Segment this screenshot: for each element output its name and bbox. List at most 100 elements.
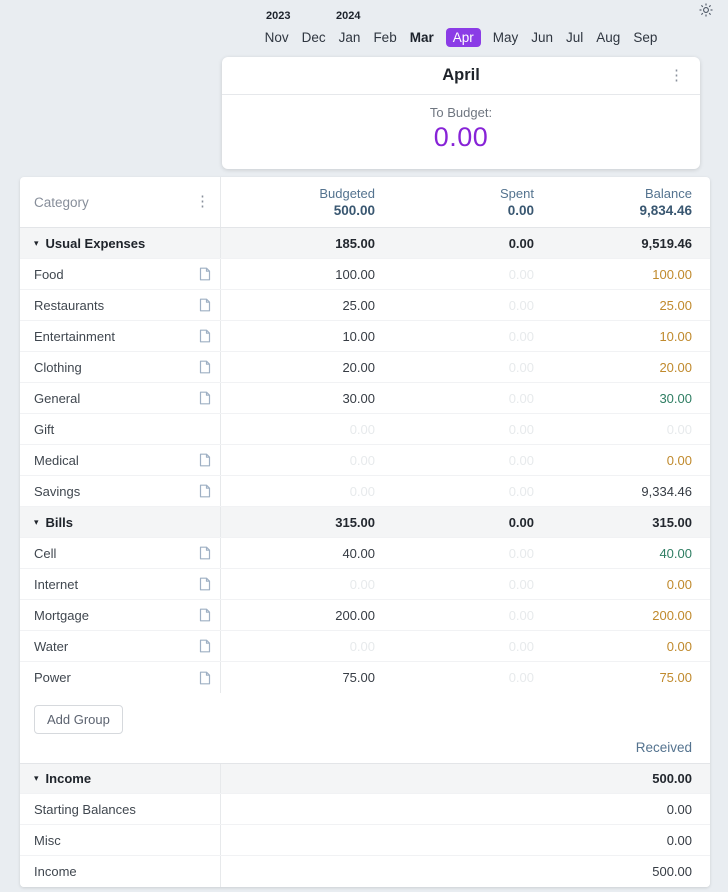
add-group-button[interactable]: Add Group [34, 705, 123, 734]
note-icon[interactable] [199, 484, 211, 498]
category-row[interactable]: Clothing 20.00 0.00 20.00 [20, 352, 710, 383]
budgeted-cell[interactable]: 100.00 [221, 259, 384, 289]
category-name-cell[interactable]: Misc [20, 825, 221, 855]
note-icon[interactable] [199, 577, 211, 591]
category-row[interactable]: Gift 0.00 0.00 0.00 [20, 414, 710, 445]
budgeted-cell[interactable]: 0.00 [221, 445, 384, 475]
budgeted-cell[interactable]: 40.00 [221, 538, 384, 568]
spent-cell[interactable]: 0.00 [384, 445, 543, 475]
budgeted-cell[interactable]: 75.00 [221, 662, 384, 693]
category-menu-kebab-icon[interactable]: ⋮ [195, 193, 210, 210]
balance-cell[interactable]: 0.00 [543, 414, 710, 444]
note-icon[interactable] [199, 391, 211, 405]
spent-cell[interactable]: 0.00 [384, 352, 543, 382]
group-row[interactable]: ▾ Usual Expenses 185.00 0.00 9,519.46 [20, 228, 710, 259]
month-nov[interactable]: Nov [264, 30, 289, 45]
spent-cell[interactable]: 0.00 [384, 414, 543, 444]
spent-cell[interactable]: 0.00 [384, 476, 543, 506]
budgeted-cell[interactable]: 10.00 [221, 321, 384, 351]
note-icon[interactable] [199, 639, 211, 653]
group-balance[interactable]: 9,519.46 [543, 228, 710, 258]
income-row-budgeted[interactable] [221, 856, 384, 887]
income-row-balance[interactable]: 500.00 [543, 856, 710, 887]
note-icon[interactable] [199, 298, 211, 312]
spent-cell[interactable]: 0.00 [384, 662, 543, 693]
balance-cell[interactable]: 30.00 [543, 383, 710, 413]
note-icon[interactable] [199, 546, 211, 560]
balance-cell[interactable]: 0.00 [543, 631, 710, 661]
category-row[interactable]: Medical 0.00 0.00 0.00 [20, 445, 710, 476]
category-name-cell[interactable]: Food [20, 259, 221, 289]
balance-cell[interactable]: 0.00 [543, 445, 710, 475]
income-row-budgeted[interactable] [221, 825, 384, 855]
category-row[interactable]: Mortgage 200.00 0.00 200.00 [20, 600, 710, 631]
month-apr[interactable]: Apr [445, 28, 481, 47]
group-row[interactable]: ▾ Bills 315.00 0.00 315.00 [20, 507, 710, 538]
month-jan[interactable]: Jan [338, 30, 361, 45]
spent-cell[interactable]: 0.00 [384, 259, 543, 289]
category-row[interactable]: Internet 0.00 0.00 0.00 [20, 569, 710, 600]
income-budgeted[interactable] [221, 764, 384, 793]
spent-cell[interactable]: 0.00 [384, 290, 543, 320]
income-category-row[interactable]: Starting Balances 0.00 [20, 794, 710, 825]
group-balance[interactable]: 315.00 [543, 507, 710, 537]
balance-cell[interactable]: 20.00 [543, 352, 710, 382]
budgeted-cell[interactable]: 200.00 [221, 600, 384, 630]
spent-cell[interactable]: 0.00 [384, 569, 543, 599]
income-row-spent[interactable] [384, 825, 543, 855]
group-name-cell[interactable]: ▾ Usual Expenses [20, 228, 221, 258]
month-jun[interactable]: Jun [531, 30, 554, 45]
budgeted-cell[interactable]: 0.00 [221, 414, 384, 444]
to-budget-value[interactable]: 0.00 [433, 122, 489, 152]
spent-cell[interactable]: 0.00 [384, 631, 543, 661]
income-balance[interactable]: 500.00 [543, 764, 710, 793]
category-name-cell[interactable]: Gift [20, 414, 221, 444]
category-name-cell[interactable]: Medical [20, 445, 221, 475]
collapse-arrow-icon[interactable]: ▾ [34, 237, 39, 248]
income-row-balance[interactable]: 0.00 [543, 825, 710, 855]
note-icon[interactable] [199, 671, 211, 685]
group-budgeted[interactable]: 315.00 [221, 507, 384, 537]
category-name-cell[interactable]: Clothing [20, 352, 221, 382]
month-may[interactable]: May [492, 30, 519, 45]
note-icon[interactable] [199, 267, 211, 281]
category-name-cell[interactable]: Mortgage [20, 600, 221, 630]
category-row[interactable]: Restaurants 25.00 0.00 25.00 [20, 290, 710, 321]
category-row[interactable]: Food 100.00 0.00 100.00 [20, 259, 710, 290]
group-spent[interactable]: 0.00 [384, 228, 543, 258]
note-icon[interactable] [199, 329, 211, 343]
group-spent[interactable]: 0.00 [384, 507, 543, 537]
category-row[interactable]: Entertainment 10.00 0.00 10.00 [20, 321, 710, 352]
income-row-spent[interactable] [384, 794, 543, 824]
category-row[interactable]: General 30.00 0.00 30.00 [20, 383, 710, 414]
budgeted-cell[interactable]: 0.00 [221, 569, 384, 599]
category-row[interactable]: Power 75.00 0.00 75.00 [20, 662, 710, 693]
budgeted-cell[interactable]: 20.00 [221, 352, 384, 382]
income-category-row[interactable]: Misc 0.00 [20, 825, 710, 856]
month-aug[interactable]: Aug [596, 30, 621, 45]
month-menu-kebab-icon[interactable]: ⋮ [669, 67, 684, 84]
balance-cell[interactable]: 200.00 [543, 600, 710, 630]
balance-cell[interactable]: 100.00 [543, 259, 710, 289]
balance-cell[interactable]: 25.00 [543, 290, 710, 320]
month-feb[interactable]: Feb [373, 30, 397, 45]
theme-toggle-sun-icon[interactable] [699, 3, 713, 17]
collapse-arrow-icon[interactable]: ▾ [34, 773, 39, 783]
balance-cell[interactable]: 9,334.46 [543, 476, 710, 506]
note-icon[interactable] [199, 608, 211, 622]
group-name-cell[interactable]: ▾ Bills [20, 507, 221, 537]
income-row-balance[interactable]: 0.00 [543, 794, 710, 824]
group-name-cell[interactable]: ▾ Income [20, 764, 221, 793]
spent-cell[interactable]: 0.00 [384, 321, 543, 351]
budgeted-cell[interactable]: 0.00 [221, 631, 384, 661]
note-icon[interactable] [199, 453, 211, 467]
category-name-cell[interactable]: Restaurants [20, 290, 221, 320]
spent-cell[interactable]: 0.00 [384, 383, 543, 413]
income-row-budgeted[interactable] [221, 794, 384, 824]
category-name-cell[interactable]: Cell [20, 538, 221, 568]
income-row-spent[interactable] [384, 856, 543, 887]
budgeted-cell[interactable]: 0.00 [221, 476, 384, 506]
income-category-row[interactable]: Income 500.00 [20, 856, 710, 887]
note-icon[interactable] [199, 360, 211, 374]
spent-cell[interactable]: 0.00 [384, 538, 543, 568]
